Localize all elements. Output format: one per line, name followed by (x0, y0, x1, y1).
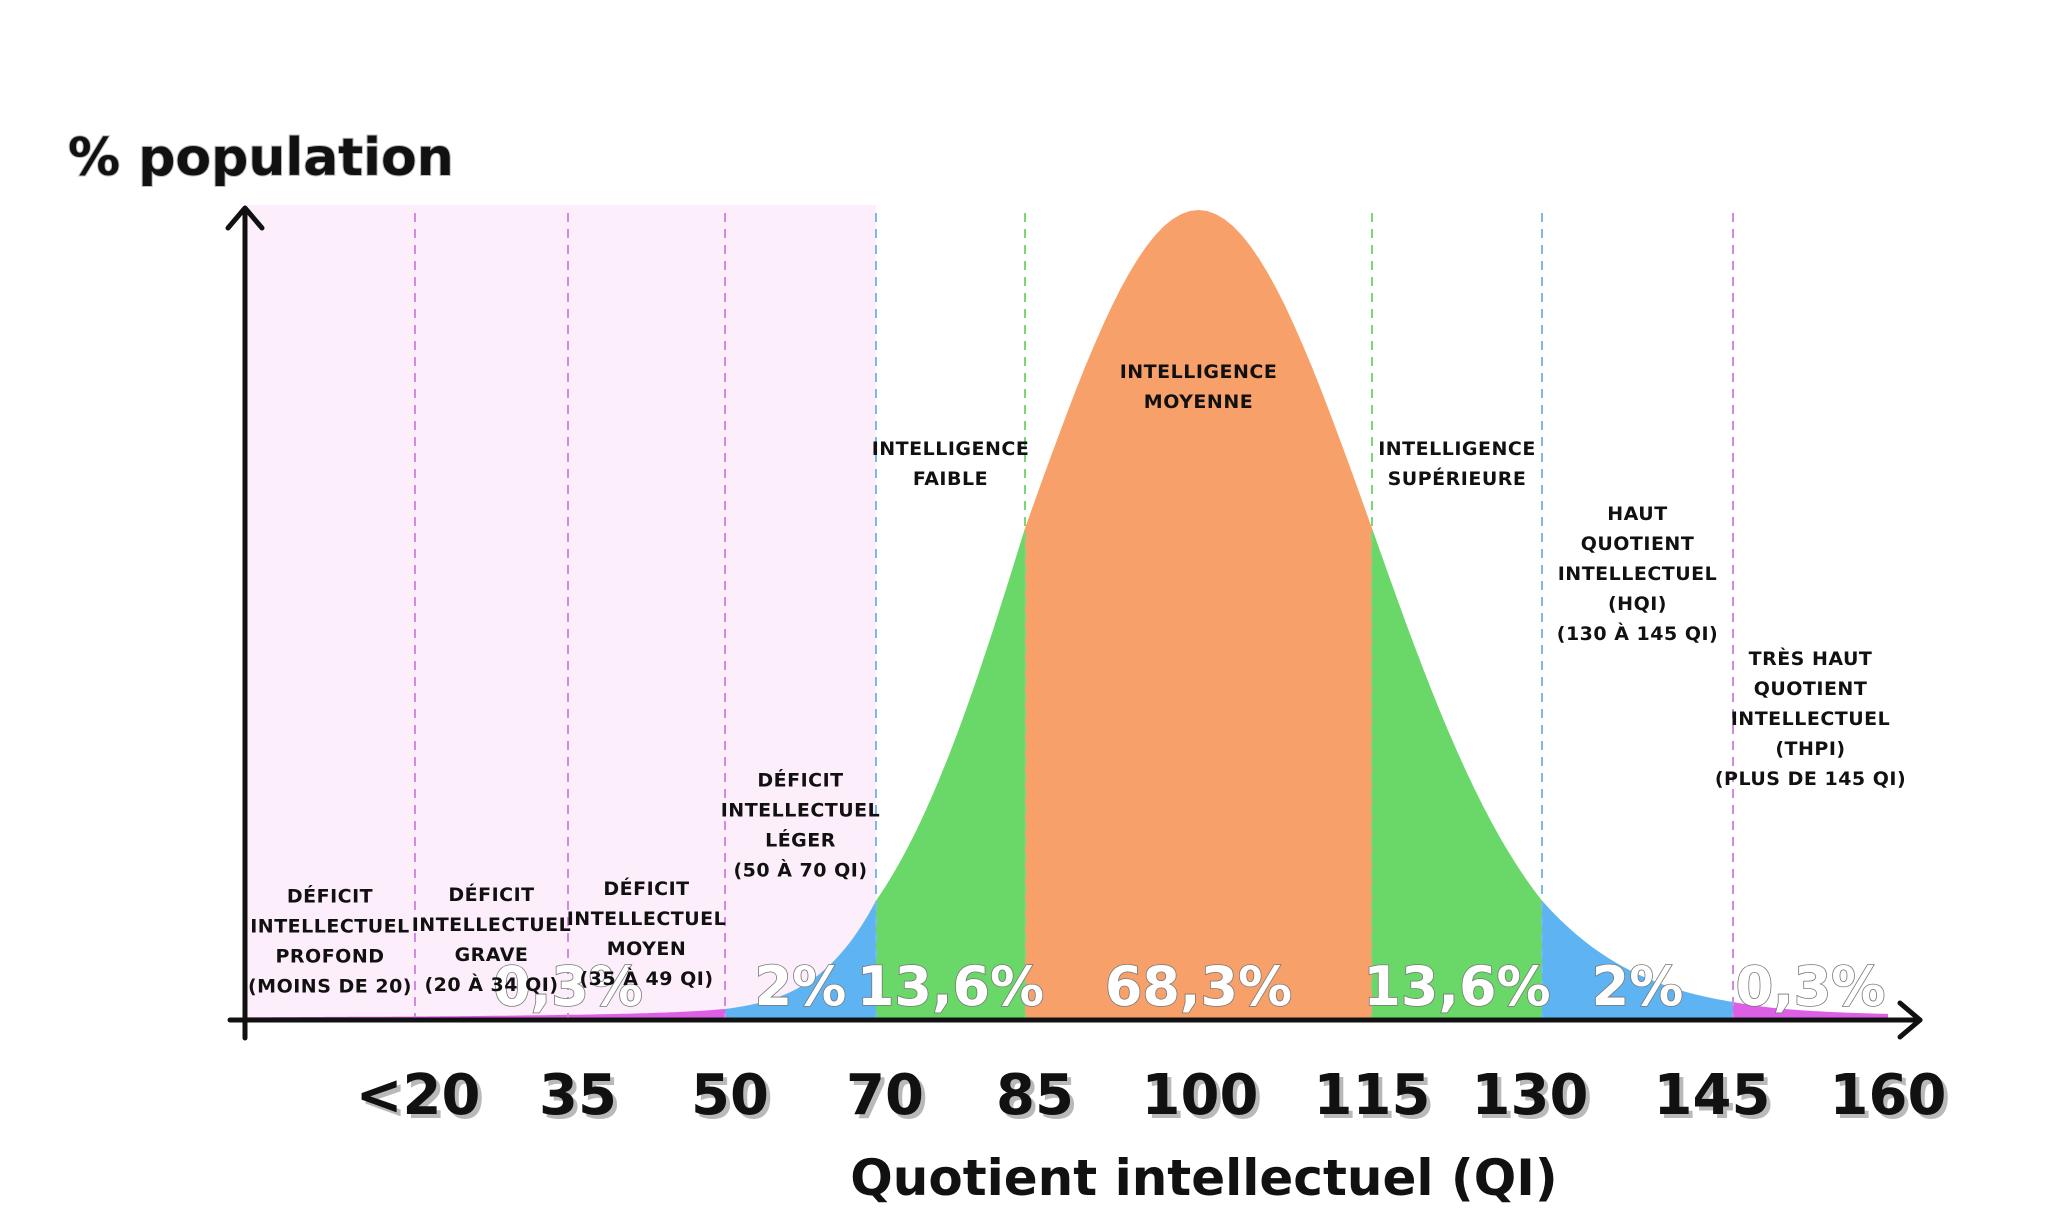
x-tick-label: 115 (1314, 1063, 1431, 1128)
category-label-line: INTELLIGENCE (872, 438, 1030, 460)
band-background-1 (415, 205, 568, 1020)
percentage-label-0: 0,3% (493, 955, 643, 1018)
category-label-line: (130 À 145 QI) (1557, 622, 1718, 645)
category-label-line: TRÈS HAUT (1749, 647, 1873, 670)
band-area-4 (876, 528, 1025, 1020)
category-label-line: DÉFICIT (448, 883, 534, 906)
band-backgrounds (245, 205, 876, 1020)
y-axis-arrow (225, 205, 265, 231)
category-label-4: INTELLIGENCE FAIBLE (872, 438, 1030, 490)
category-label-line: (20 À 34 QI) (424, 973, 558, 996)
band-area-3 (725, 900, 876, 1020)
band-background-0 (245, 205, 415, 1020)
band-background-2 (568, 205, 725, 1020)
category-label-8: TRÈS HAUT QUOTIENT INTELLECTUEL (THPI) (PLUS… (1715, 647, 1906, 790)
percentage-label-2: 13,6% (857, 955, 1044, 1018)
y-axis-title: % population (68, 128, 454, 188)
percentage-label-1: 2% (755, 955, 847, 1018)
x-axis-arrow (1897, 1000, 1923, 1040)
x-tick-shadow: 145 (1658, 1067, 1775, 1132)
x-tick-label: 85 (996, 1063, 1074, 1128)
band-area-5 (1025, 210, 1372, 1020)
category-label-line: INTELLECTUEL (1558, 563, 1718, 585)
category-label-5: INTELLIGENCE MOYENNE (1120, 361, 1278, 413)
x-tick-shadow: 70 (850, 1067, 928, 1132)
percentage-label-4: 13,6% (1363, 955, 1550, 1018)
category-label-line: HAUT (1607, 503, 1667, 525)
category-label-line: DÉFICIT (287, 885, 373, 908)
category-label-line: INTELLIGENCE (1378, 438, 1536, 460)
x-tick-shadow: 100 (1146, 1067, 1263, 1132)
category-label-line: DÉFICIT (757, 769, 843, 792)
x-tick-label: 70 (846, 1063, 924, 1128)
distribution-areas (245, 210, 1888, 1020)
category-label-line: LÉGER (765, 829, 836, 852)
category-label-line: (THPI) (1775, 738, 1845, 760)
percentage-label-5: 2% (1592, 955, 1684, 1018)
x-tick-label: 145 (1654, 1063, 1771, 1128)
x-tick-label: 35 (539, 1063, 617, 1128)
x-tick-label: 50 (691, 1063, 769, 1128)
category-labels: DÉFICIT INTELLECTUEL PROFOND (MOINS DE 20)D… (248, 361, 1906, 998)
category-label-line: GRAVE (455, 944, 529, 966)
category-label-line: (PLUS DE 145 QI) (1715, 768, 1906, 790)
category-label-line: QUOTIENT (1581, 533, 1695, 555)
category-label-line: INTELLECTUEL (567, 908, 727, 930)
x-tick-shadow: 85 (1000, 1067, 1078, 1132)
x-axis-title: Quotient intellectuel (QI) (850, 1149, 1557, 1207)
x-tick-shadow: 50 (695, 1067, 773, 1132)
category-label-line: INTELLIGENCE (1120, 361, 1278, 383)
percentage-label-6: 0,3% (1736, 955, 1886, 1018)
category-label-line: (50 À 70 QI) (733, 859, 867, 882)
category-label-0: DÉFICIT INTELLECTUEL PROFOND (MOINS DE 20) (248, 885, 412, 998)
category-label-line: SUPÉRIEURE (1388, 467, 1527, 490)
x-tick-shadow: <20 (360, 1067, 485, 1132)
category-label-3: DÉFICIT INTELLECTUEL LÉGER (50 À 70 QI) (721, 769, 881, 882)
category-label-line: MOYEN (607, 938, 687, 960)
band-background-3 (725, 205, 876, 1020)
category-label-line: DÉFICIT (603, 877, 689, 900)
category-label-2: DÉFICIT INTELLECTUEL MOYEN (35 À 49 QI) (567, 877, 727, 990)
category-label-line: INTELLECTUEL (1731, 708, 1891, 730)
band-dividers (414, 213, 1734, 1020)
category-label-line: QUOTIENT (1754, 678, 1868, 700)
band-area-6 (1372, 528, 1542, 1020)
category-label-line: (MOINS DE 20) (248, 976, 412, 998)
category-label-line: FAIBLE (913, 468, 988, 490)
band-area-2 (568, 1009, 725, 1020)
x-tick-shadow: 115 (1318, 1067, 1435, 1132)
percentage-labels: 0,3% 2% 13,6% 68,3% 13,6% 2% 0,3% (492, 954, 1886, 1019)
category-label-7: HAUT QUOTIENT INTELLECTUEL (HQI) (130 À 145 … (1557, 503, 1718, 645)
category-label-line: MOYENNE (1144, 391, 1253, 413)
band-area-7 (1542, 900, 1733, 1020)
x-tick-label: 100 (1142, 1063, 1259, 1128)
category-label-line: INTELLECTUEL (721, 800, 881, 822)
x-tick-shadow: 160 (1834, 1067, 1951, 1132)
category-label-line: PROFOND (275, 946, 384, 968)
x-tick-shadow: 35 (543, 1067, 621, 1132)
x-tick-label: <20 (356, 1063, 481, 1128)
x-tick-shadow: 130 (1476, 1067, 1593, 1132)
axes (225, 205, 1923, 1041)
x-tick-label: 160 (1830, 1063, 1947, 1128)
category-label-6: INTELLIGENCE SUPÉRIEURE (1378, 438, 1536, 490)
category-label-line: (35 À 49 QI) (579, 967, 713, 990)
category-label-line: INTELLECTUEL (250, 916, 410, 938)
x-tick-label: 130 (1472, 1063, 1589, 1128)
category-label-line: (HQI) (1608, 593, 1667, 615)
percentage-label-3: 68,3% (1105, 955, 1292, 1018)
band-area-8 (1733, 1001, 1888, 1020)
category-label-line: INTELLECTUEL (412, 914, 572, 936)
category-label-1: DÉFICIT INTELLECTUEL GRAVE (20 À 34 QI) (412, 883, 572, 996)
